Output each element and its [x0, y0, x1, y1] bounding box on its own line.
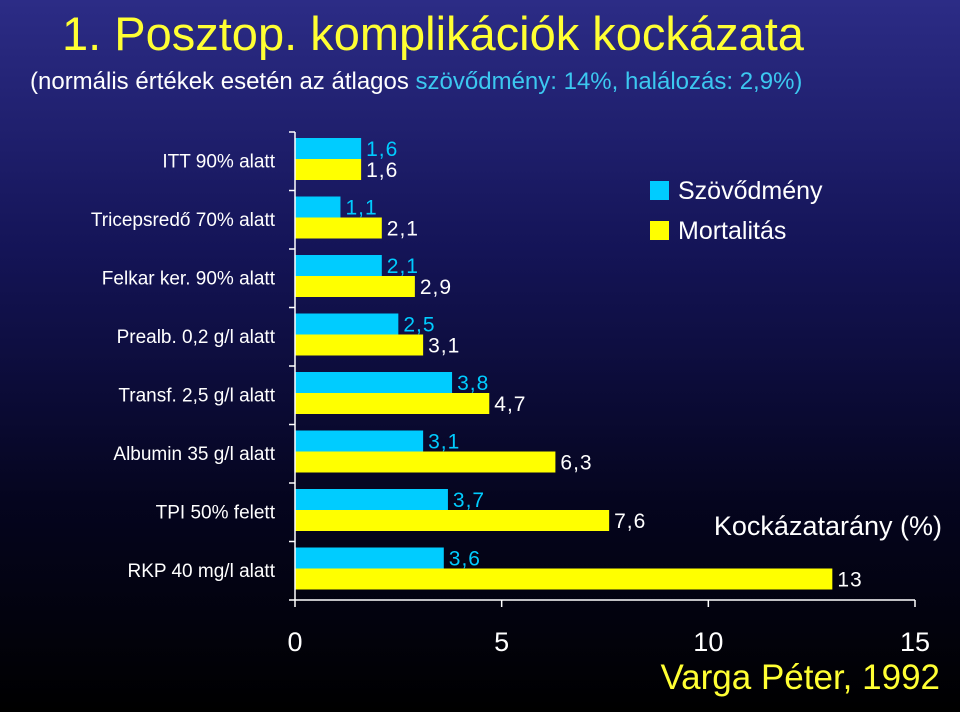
data-label: 6,3	[560, 452, 592, 475]
bar-szovodmeny	[295, 372, 453, 393]
bar-mortalitas	[295, 451, 556, 473]
category-label: Felkar ker. 90% alatt	[102, 268, 276, 289]
data-label: 3,7	[453, 489, 485, 512]
data-label: 3,8	[457, 372, 489, 395]
data-label: 2,1	[387, 218, 419, 241]
category-label: Prealb. 0,2 g/l alatt	[117, 327, 276, 348]
bar-szovodmeny	[295, 138, 362, 159]
bar-szovodmeny	[295, 255, 382, 276]
bar-mortalitas	[295, 393, 490, 414]
x-tick-label: 15	[900, 627, 930, 657]
bar-mortalitas	[295, 568, 833, 590]
category-label: Albumin 35 g/l alatt	[113, 444, 275, 465]
x-axis-title: Kockázatarány (%)	[714, 511, 942, 541]
subtitle-highlight: szövődmény: 14%, halálozás: 2,9%)	[415, 68, 803, 95]
bar-szovodmeny	[295, 489, 448, 510]
legend-label: Szövődmény	[678, 177, 823, 205]
bar-mortalitas	[295, 159, 362, 180]
category-label: Tricepsredő 70% alatt	[91, 210, 276, 231]
data-label: 7,6	[614, 510, 646, 533]
data-label: 3,1	[428, 431, 460, 454]
data-label: 2,5	[403, 314, 435, 337]
data-label: 3,1	[428, 335, 460, 358]
bar-szovodmeny	[295, 547, 444, 569]
category-label: RKP 40 mg/l alatt	[127, 561, 275, 582]
bar-mortalitas	[295, 217, 382, 239]
bar-szovodmeny	[295, 430, 424, 452]
x-tick-label: 5	[494, 627, 509, 657]
category-label: ITT 90% alatt	[162, 151, 275, 172]
bar-szovodmeny	[295, 313, 399, 335]
data-label: 13	[837, 569, 862, 592]
legend-swatch	[650, 181, 669, 200]
author-credit: Varga Péter, 1992	[660, 658, 940, 697]
category-label: Transf. 2,5 g/l alatt	[118, 385, 275, 406]
page-title: 1. Posztop. komplikációk kockázata	[62, 7, 804, 60]
x-tick-label: 10	[693, 627, 723, 657]
data-label: 1,1	[345, 197, 377, 220]
data-label: 1,6	[366, 138, 398, 161]
data-label: 2,9	[420, 276, 452, 299]
data-label: 3,6	[449, 548, 481, 571]
data-label: 4,7	[494, 393, 526, 416]
bar-mortalitas	[295, 334, 424, 356]
page-subtitle: (normális értékek esetén az átlagos szöv…	[30, 68, 802, 96]
data-label: 2,1	[387, 255, 419, 278]
bar-mortalitas	[295, 276, 415, 297]
x-tick-label: 0	[287, 627, 302, 657]
bars-group: 1,61,61,12,12,12,92,53,13,84,73,16,33,77…	[295, 138, 862, 592]
category-label: TPI 50% felett	[156, 502, 276, 523]
bar-szovodmeny	[295, 196, 341, 218]
legend-swatch	[650, 221, 669, 240]
bar-mortalitas	[295, 510, 610, 531]
data-label: 1,6	[366, 159, 398, 182]
axes-group: ITT 90% alatt Tricepsredő 70% alatt Felkar…	[91, 131, 942, 657]
legend: Szövődmény Mortalitás	[650, 177, 823, 245]
legend-label: Mortalitás	[678, 217, 786, 245]
subtitle-prefix: (normális értékek esetén az átlagos	[30, 68, 416, 95]
